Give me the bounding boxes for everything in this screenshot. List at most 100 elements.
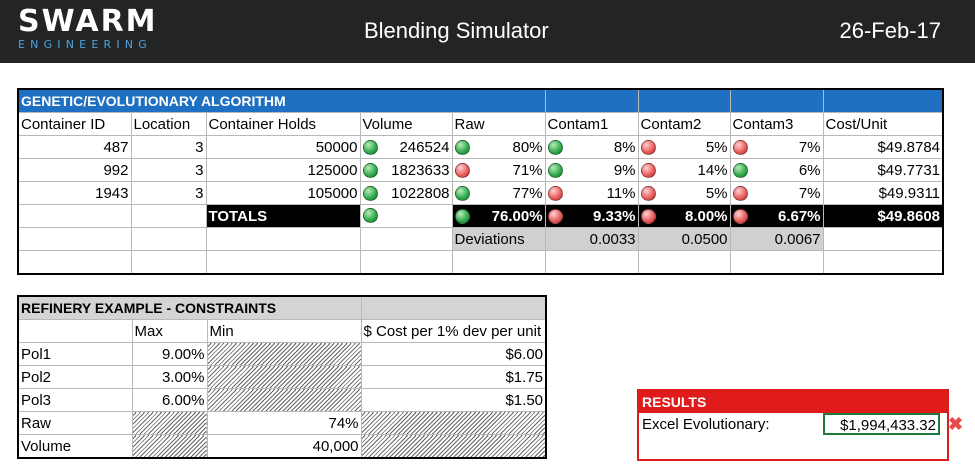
- table-row: Pol2 3.00% $1.75: [17, 365, 547, 389]
- location[interactable]: 3: [130, 135, 207, 159]
- contam1: 8%: [613, 138, 636, 156]
- col-header: Location: [130, 112, 207, 136]
- page-date: 26-Feb-17: [839, 18, 941, 43]
- contam2: 5%: [705, 184, 728, 202]
- status-green-icon: [454, 139, 470, 155]
- ga-column-headers: Container ID Location Container Holds Vo…: [17, 112, 944, 136]
- contam3: 7%: [798, 138, 821, 156]
- status-green-icon: [362, 162, 378, 178]
- col-header: Max: [131, 319, 208, 343]
- container-holds[interactable]: 50000: [205, 135, 361, 159]
- page-title: Blending Simulator: [364, 18, 549, 43]
- total-raw: 76.00%: [491, 207, 543, 225]
- logo-main-text: SWARM: [18, 4, 158, 39]
- col-header: $ Cost per 1% dev per unit: [360, 319, 547, 343]
- status-green-icon: [362, 139, 378, 155]
- deviation-contam3[interactable]: 0.0067: [729, 227, 824, 251]
- results-panel: RESULTS Excel Evolutionary: $1,994,433.3…: [637, 389, 949, 461]
- col-header: Volume: [359, 112, 453, 136]
- raw: 80%: [512, 138, 543, 156]
- constraint-cost[interactable]: $6.00: [360, 342, 547, 366]
- container-id[interactable]: 1943: [17, 181, 132, 205]
- results-title: RESULTS: [639, 391, 947, 413]
- constraint-min-disabled: [206, 388, 362, 412]
- cost-unit[interactable]: $49.8784: [822, 135, 944, 159]
- location[interactable]: 3: [130, 158, 207, 182]
- empty-row: [17, 250, 944, 275]
- constraints-title-row: REFINERY EXAMPLE - CONSTRAINTS: [17, 295, 547, 320]
- totals-row: TOTALS 76.00% 9.33% 8.00% 6.67% $49.8608: [17, 204, 944, 228]
- close-icon[interactable]: ✖: [948, 414, 964, 434]
- constraint-max-disabled: [131, 411, 208, 435]
- col-header: Raw: [451, 112, 546, 136]
- deviation-contam2[interactable]: 0.0500: [637, 227, 731, 251]
- deviations-row: Deviations 0.0033 0.0500 0.0067: [17, 227, 944, 251]
- status-green-icon: [362, 185, 378, 201]
- volume: 1823633: [391, 161, 450, 179]
- constraint-min[interactable]: 74%: [206, 411, 362, 435]
- location[interactable]: 3: [130, 181, 207, 205]
- total-contam2: 8.00%: [684, 207, 728, 225]
- status-red-icon: [640, 185, 656, 201]
- contam3: 7%: [798, 184, 821, 202]
- contam1: 9%: [613, 161, 636, 179]
- constraint-max[interactable]: 9.00%: [131, 342, 208, 366]
- contam3: 6%: [798, 161, 821, 179]
- col-header: Contam3: [729, 112, 824, 136]
- logo-sub-text: ENGINEERING: [18, 38, 152, 51]
- results-label: Excel Evolutionary:: [642, 416, 770, 433]
- constraint-name: Raw: [17, 411, 133, 435]
- status-green-icon: [547, 139, 563, 155]
- constraint-max[interactable]: 6.00%: [131, 388, 208, 412]
- col-header: Container Holds: [205, 112, 361, 136]
- constraint-min-disabled: [206, 365, 362, 389]
- constraint-cost-disabled: [360, 411, 547, 435]
- status-red-icon: [454, 162, 470, 178]
- status-green-icon: [454, 185, 470, 201]
- results-value-cell[interactable]: $1,994,433.32: [823, 413, 940, 435]
- col-header: Contam2: [637, 112, 731, 136]
- constraint-cost[interactable]: $1.75: [360, 365, 547, 389]
- cost-unit[interactable]: $49.7731: [822, 158, 944, 182]
- table-row: Raw 74%: [17, 411, 547, 435]
- constraint-min[interactable]: 40,000: [206, 434, 362, 459]
- totals-label: TOTALS: [205, 204, 361, 228]
- col-header: Container ID: [17, 112, 132, 136]
- constraint-cost[interactable]: $1.50: [360, 388, 547, 412]
- app-header: SWARM ENGINEERING Blending Simulator 26-…: [0, 0, 975, 63]
- total-contam1: 9.33%: [592, 207, 636, 225]
- constraints-title: REFINERY EXAMPLE - CONSTRAINTS: [17, 295, 362, 320]
- results-row: Excel Evolutionary: $1,994,433.32: [639, 413, 947, 457]
- volume: 246524: [399, 138, 450, 156]
- constraint-name: Pol3: [17, 388, 133, 412]
- constraint-min-disabled: [206, 342, 362, 366]
- container-id[interactable]: 992: [17, 158, 132, 182]
- status-red-icon: [547, 208, 563, 224]
- ga-title-row: GENETIC/EVOLUTIONARY ALGORITHM: [17, 88, 944, 113]
- status-red-icon: [640, 139, 656, 155]
- ga-title: GENETIC/EVOLUTIONARY ALGORITHM: [17, 88, 453, 113]
- contam2: 5%: [705, 138, 728, 156]
- constraint-name: Volume: [17, 434, 133, 459]
- table-row: 1943 3 105000 1022808 77% 11% 5% 7% $49.…: [17, 181, 944, 205]
- container-id[interactable]: 487: [17, 135, 132, 159]
- constraint-name: Pol1: [17, 342, 133, 366]
- container-holds[interactable]: 105000: [205, 181, 361, 205]
- deviation-contam1[interactable]: 0.0033: [544, 227, 639, 251]
- status-green-icon: [732, 162, 748, 178]
- total-contam3: 6.67%: [777, 207, 821, 225]
- table-row: Pol1 9.00% $6.00: [17, 342, 547, 366]
- total-cost-unit[interactable]: $49.8608: [822, 204, 944, 228]
- status-green-icon: [547, 162, 563, 178]
- cost-unit[interactable]: $49.9311: [822, 181, 944, 205]
- status-green-icon: [454, 208, 470, 224]
- constraint-max[interactable]: 3.00%: [131, 365, 208, 389]
- constraint-max-disabled: [131, 434, 208, 459]
- constraints-column-headers: Max Min $ Cost per 1% dev per unit: [17, 319, 547, 343]
- volume: 1022808: [391, 184, 450, 202]
- deviations-label: Deviations: [451, 227, 546, 251]
- container-holds[interactable]: 125000: [205, 158, 361, 182]
- status-red-icon: [640, 162, 656, 178]
- status-red-icon: [732, 208, 748, 224]
- ga-table: GENETIC/EVOLUTIONARY ALGORITHM Container…: [17, 88, 945, 275]
